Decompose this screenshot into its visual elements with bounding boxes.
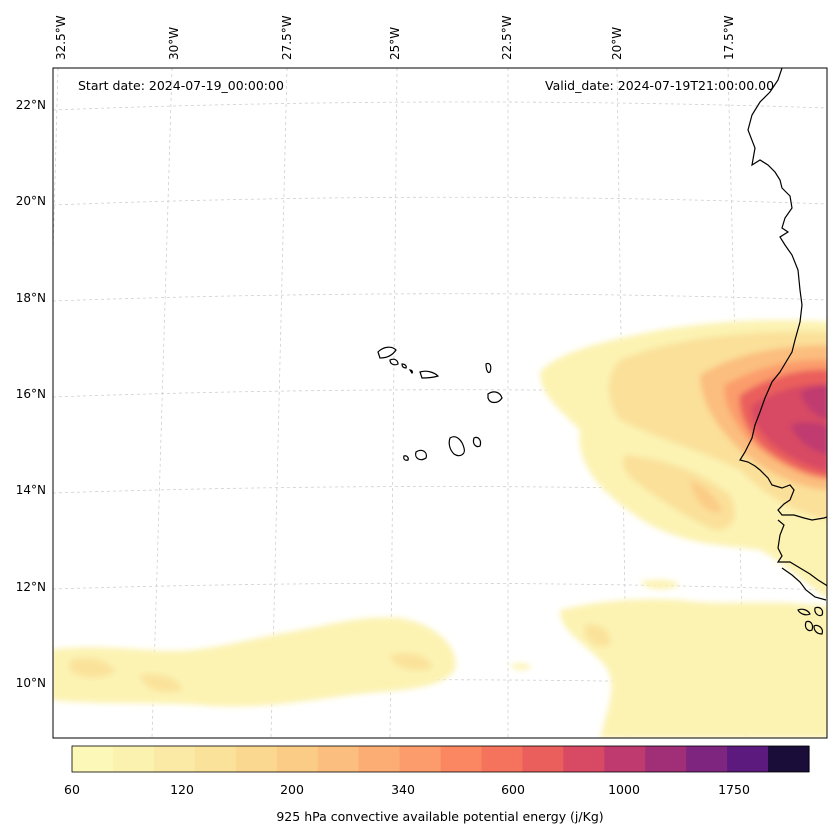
colorbar-segment	[563, 746, 605, 772]
lat-label-20n: 20°N	[15, 194, 46, 208]
colorbar-tick-60: 60	[64, 782, 80, 797]
colorbar-frame	[71, 745, 810, 773]
colorbar-title: 925 hPa convective available potential e…	[276, 809, 604, 824]
lat-label-18n: 18°N	[15, 291, 46, 305]
cape-verde-santo-antao	[377, 346, 397, 359]
colorbar-segment	[194, 746, 237, 772]
cape-verde-boa-vista	[487, 391, 503, 404]
lon-label-22-5w: 22.5°W	[500, 15, 514, 60]
colorbar-tick-1000: 1000	[608, 782, 640, 797]
colorbar-tick-120: 120	[170, 782, 194, 797]
cape-region-central-south	[560, 599, 827, 738]
coastlines	[377, 68, 827, 635]
bissagos-islands	[797, 608, 811, 616]
colorbar-tick-340: 340	[391, 782, 415, 797]
cape-verde-sao-nicolau	[419, 370, 440, 379]
west-africa-coast	[739, 68, 827, 521]
lon-label-32-5w: 32.5°W	[54, 15, 68, 60]
cape-verde-santiago	[448, 436, 465, 457]
colorbar-tick-200: 200	[280, 782, 304, 797]
lon-label-30w: 30°W	[167, 26, 181, 60]
cape-verde-fogo	[415, 449, 427, 461]
map-frame	[52, 67, 828, 739]
valid-date-label: Valid_date: 2024-07-19T21:00:00.00	[545, 78, 775, 93]
lat-label-14n: 14°N	[15, 483, 46, 497]
colorbar-segment	[522, 746, 564, 772]
lon-label-25w: 25°W	[388, 26, 402, 60]
cape-verde-maio	[472, 436, 482, 448]
cape-verde-brava	[403, 455, 409, 461]
colorbar-segment	[768, 746, 810, 772]
colorbar-segment	[645, 746, 687, 772]
lon-label-20w: 20°W	[610, 26, 624, 60]
colorbar-tick-1750: 1750	[718, 782, 750, 797]
colorbar-segment	[686, 746, 728, 772]
colorbar-segment	[72, 746, 114, 772]
lat-label-22n: 22°N	[15, 98, 46, 112]
colorbar	[72, 746, 810, 772]
colorbar-segment	[153, 746, 196, 772]
lon-label-17-5w: 17.5°W	[722, 15, 736, 60]
colorbar-segment	[481, 746, 523, 772]
lon-label-27-5w: 27.5°W	[280, 15, 294, 60]
lat-label-12n: 12°N	[15, 580, 46, 594]
lat-label-10n: 10°N	[15, 676, 46, 690]
colorbar-segment	[604, 746, 646, 772]
colorbar-segment	[727, 746, 769, 772]
colorbar-tick-600: 600	[501, 782, 525, 797]
cape-verde-sal	[485, 362, 492, 374]
colorbar-segment	[112, 746, 155, 772]
start-date-label: Start date: 2024-07-19_00:00:00	[78, 78, 284, 93]
cape-verde-sao-vicente	[389, 358, 399, 366]
colorbar-segment	[317, 746, 360, 772]
colorbar-segment	[358, 746, 401, 772]
cape-field	[53, 320, 827, 738]
lat-label-16n: 16°N	[15, 387, 46, 401]
colorbar-segment	[235, 746, 278, 772]
colorbar-segment	[276, 746, 319, 772]
colorbar-segment	[440, 746, 483, 772]
colorbar-segment	[399, 746, 442, 772]
